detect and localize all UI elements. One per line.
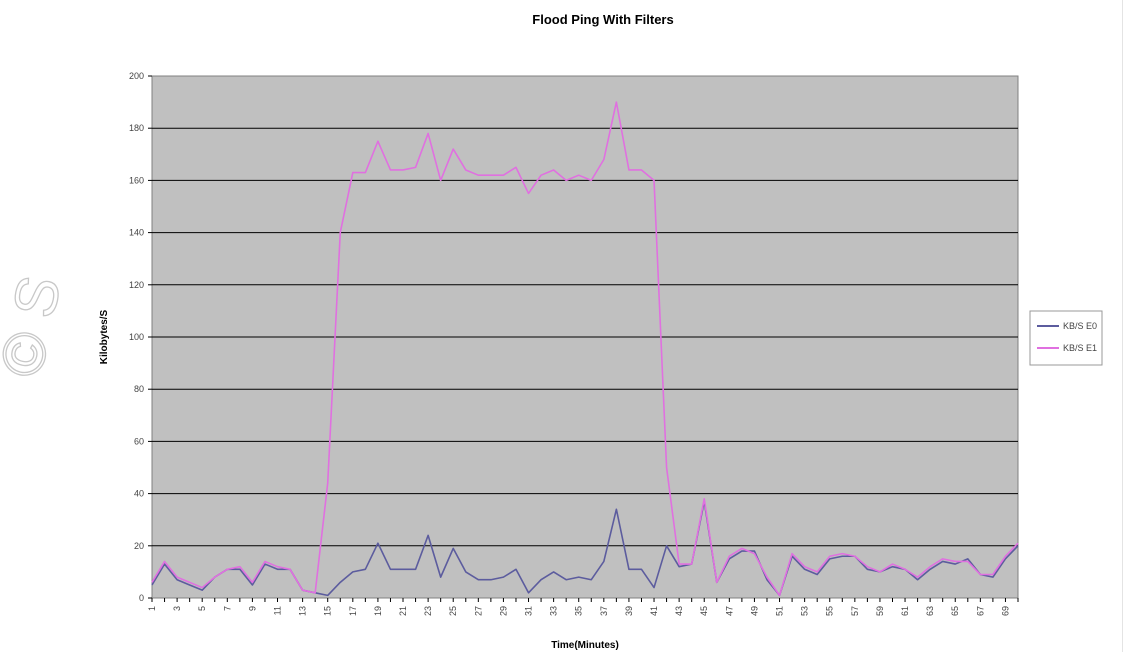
y-tick-label: 160 <box>129 175 144 185</box>
y-tick-label: 60 <box>134 436 144 446</box>
gridlines <box>152 127 1018 547</box>
x-tick-label: 69 <box>1000 606 1010 616</box>
legend-label: KB/S E1 <box>1063 343 1097 353</box>
y-tick-label: 120 <box>129 280 144 290</box>
x-tick-label: 39 <box>624 606 634 616</box>
x-tick-label: 63 <box>925 606 935 616</box>
x-tick-label: 25 <box>448 606 458 616</box>
x-tick-label: 67 <box>975 606 985 616</box>
x-tick-label: 3 <box>172 606 182 611</box>
x-tick-label: 37 <box>599 606 609 616</box>
x-tick-label: 19 <box>373 606 383 616</box>
x-axis: 1 3 5 7 9 11 13 15 17 19 21 23 25 27 29 31 33 35 37 39 41 43 4… <box>147 598 1019 616</box>
x-tick-label: 49 <box>749 606 759 616</box>
x-tick-label: 7 <box>222 606 232 611</box>
x-tick-label: 47 <box>724 606 734 616</box>
x-tick-label: 9 <box>247 606 257 611</box>
x-tick-label: 57 <box>850 606 860 616</box>
y-tick-label: 180 <box>129 123 144 133</box>
x-tick-label: 51 <box>775 606 785 616</box>
y-tick-label: 100 <box>129 332 144 342</box>
watermark: © S <box>0 269 74 383</box>
x-tick-label: 33 <box>549 606 559 616</box>
x-tick-label: 31 <box>524 606 534 616</box>
x-tick-label: 11 <box>273 606 283 615</box>
x-tick-label: 27 <box>473 606 483 616</box>
y-tick-label: 40 <box>134 489 144 499</box>
page-edge-rule <box>1122 0 1123 652</box>
x-tick-label: 35 <box>574 606 584 616</box>
x-tick-label: 1 <box>147 606 157 611</box>
x-tick-label: 53 <box>800 606 810 616</box>
y-tick-label: 0 <box>139 593 144 603</box>
series-lines <box>151 101 1019 597</box>
x-tick-label: 43 <box>674 606 684 616</box>
x-tick-label: 41 <box>649 606 659 616</box>
y-tick-label: 20 <box>134 541 144 551</box>
x-tick-label: 55 <box>825 606 835 616</box>
x-tick-label: 45 <box>699 606 709 616</box>
y-axis-label: Kilobytes/S <box>99 309 110 364</box>
legend-label: KB/S E0 <box>1063 321 1097 331</box>
x-axis-label: Time(Minutes) <box>551 640 619 651</box>
x-tick-label: 5 <box>197 606 207 611</box>
x-tick-label: 13 <box>298 606 308 616</box>
chart-title: Flood Ping With Filters <box>532 12 673 27</box>
y-tick-label: 140 <box>129 228 144 238</box>
y-tick-label: 80 <box>134 384 144 394</box>
watermark-text: © S <box>0 270 74 383</box>
x-tick-label: 17 <box>348 606 358 616</box>
x-tick-label: 29 <box>498 606 508 616</box>
x-tick-label: 15 <box>323 606 333 616</box>
series-line-e1 <box>151 101 1019 597</box>
x-tick-label: 23 <box>423 606 433 616</box>
x-tick-label: 21 <box>398 606 408 616</box>
legend-box <box>1029 310 1103 366</box>
y-tick-label: 200 <box>129 71 144 81</box>
x-tick-label: 59 <box>875 606 885 616</box>
legend: KB/S E0 KB/S E1 <box>1029 310 1103 366</box>
y-axis: 0 20 40 60 80 100 120 140 160 180 200 <box>129 71 152 603</box>
x-tick-label: 65 <box>950 606 960 616</box>
x-tick-label: 61 <box>900 606 910 616</box>
